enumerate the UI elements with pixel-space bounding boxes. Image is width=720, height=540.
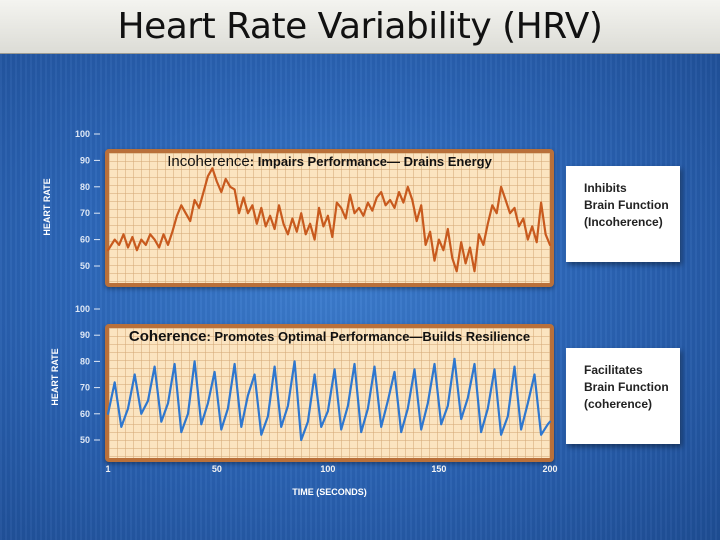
- x-tick-label: 1: [105, 464, 110, 474]
- y-tick-label: 50: [80, 435, 90, 445]
- incoherence-label-main: Incoherence: [167, 153, 250, 170]
- page-title: Heart Rate Variability (HRV): [117, 6, 603, 47]
- coherence-caption: Coherence: Promotes Optimal Performance—…: [109, 328, 550, 345]
- y-tick-label: 70: [80, 208, 90, 218]
- x-tick-label: 50: [212, 464, 222, 474]
- y-tick-label: 50: [80, 261, 90, 271]
- y-axis-label: HEART RATE: [50, 348, 60, 405]
- incoherence-note-box: Inhibits Brain Function (Incoherence): [566, 166, 680, 262]
- y-tick-label: 100: [75, 129, 90, 139]
- incoherence-label-rest: : Impairs Performance— Drains Energy: [249, 154, 492, 169]
- x-tick-label: 150: [431, 464, 446, 474]
- note-line: (coherence): [584, 397, 653, 411]
- note-line: Facilitates: [584, 363, 643, 377]
- y-tick-label: 70: [80, 383, 90, 393]
- y-tick-label: 90: [80, 155, 90, 165]
- note-line: Brain Function: [584, 198, 669, 212]
- incoherence-panel: Incoherence: Impairs Performance— Drains…: [105, 149, 554, 287]
- note-line: (Incoherence): [584, 215, 663, 229]
- incoherence-caption: Incoherence: Impairs Performance— Drains…: [109, 153, 550, 170]
- coherence-label-rest: : Promotes Optimal Performance—Builds Re…: [206, 329, 531, 344]
- x-tick-label: 100: [320, 464, 335, 474]
- coherence-label-main: Coherence: [128, 328, 207, 345]
- y-tick-label: 80: [80, 182, 90, 192]
- incoherence-series-line: [106, 167, 552, 273]
- y-tick-label: 60: [80, 235, 90, 245]
- coherence-panel: Coherence: Promotes Optimal Performance—…: [105, 324, 554, 462]
- y-tick-label: 80: [80, 356, 90, 366]
- note-line: Inhibits: [584, 181, 627, 195]
- title-bar: Heart Rate Variability (HRV): [0, 0, 720, 54]
- y-tick-label: 60: [80, 409, 90, 419]
- y-tick-label: 100: [75, 304, 90, 314]
- y-tick-label: 90: [80, 330, 90, 340]
- coherence-note-box: Facilitates Brain Function (coherence): [566, 348, 680, 444]
- note-line: Brain Function: [584, 380, 669, 394]
- x-tick-label: 200: [542, 464, 557, 474]
- coherence-series-line: [106, 357, 552, 442]
- x-axis-label: TIME (SECONDS): [292, 487, 367, 497]
- y-axis-label: HEART RATE: [42, 178, 52, 235]
